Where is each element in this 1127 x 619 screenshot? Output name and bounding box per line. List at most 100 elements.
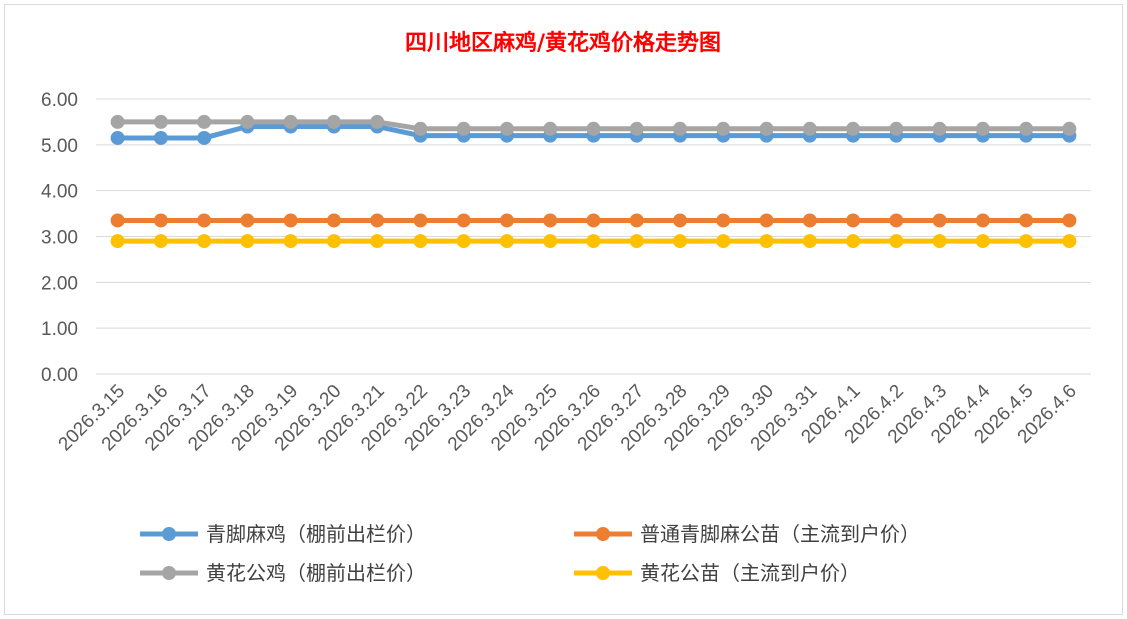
data-point — [197, 130, 212, 145]
gridlines — [96, 98, 1091, 375]
data-point — [802, 234, 817, 249]
data-point — [370, 213, 385, 228]
data-point — [153, 234, 168, 249]
data-point — [673, 213, 688, 228]
data-point — [413, 234, 428, 249]
data-point — [673, 234, 688, 249]
data-point — [716, 213, 731, 228]
data-point — [240, 114, 255, 129]
series-layer — [110, 114, 1077, 249]
data-point — [932, 234, 947, 249]
data-point — [283, 234, 298, 249]
data-point — [846, 121, 861, 136]
data-point — [759, 213, 774, 228]
data-point — [759, 121, 774, 136]
data-point — [759, 234, 774, 249]
data-point — [1019, 213, 1034, 228]
legend-label: 普通青脚麻公苗（主流到户价） — [640, 522, 920, 546]
data-point — [1019, 234, 1034, 249]
data-point — [283, 114, 298, 129]
legend-item: 黄花公苗（主流到户价） — [574, 561, 860, 585]
data-point — [240, 213, 255, 228]
data-point — [975, 234, 990, 249]
data-point — [889, 121, 904, 136]
data-point — [543, 234, 558, 249]
data-point — [543, 213, 558, 228]
y-tick-label: 3.00 — [41, 228, 78, 249]
data-point — [975, 213, 990, 228]
data-point — [413, 213, 428, 228]
data-point — [110, 213, 125, 228]
y-axis-ticks: 0.00 1.00 2.00 3.00 4.00 5.00 6.00 — [41, 90, 78, 386]
y-tick-label: 2.00 — [41, 273, 78, 294]
data-point — [499, 121, 514, 136]
data-point — [586, 121, 601, 136]
data-point — [197, 213, 212, 228]
legend-marker — [162, 527, 176, 541]
chart-frame — [4, 4, 1123, 615]
y-tick-label: 0.00 — [41, 365, 78, 386]
data-point — [110, 130, 125, 145]
data-point — [499, 234, 514, 249]
data-point — [153, 213, 168, 228]
data-point — [413, 121, 428, 136]
y-tick-label: 4.00 — [41, 182, 78, 203]
legend-label: 黄花公苗（主流到户价） — [640, 561, 860, 585]
data-point — [1019, 121, 1034, 136]
legend-item: 青脚麻鸡（棚前出栏价） — [140, 522, 426, 546]
data-point — [543, 121, 558, 136]
legend-marker — [596, 527, 610, 541]
data-point — [629, 234, 644, 249]
data-point — [197, 114, 212, 129]
series-1 — [110, 213, 1077, 228]
data-point — [326, 234, 341, 249]
data-point — [499, 213, 514, 228]
data-point — [283, 213, 298, 228]
data-point — [240, 234, 255, 249]
data-point — [846, 234, 861, 249]
chart-title: 四川地区麻鸡/黄花鸡价格走势图 — [405, 30, 721, 56]
data-point — [1062, 213, 1077, 228]
data-point — [802, 121, 817, 136]
legend: 青脚麻鸡（棚前出栏价） 普通青脚麻公苗（主流到户价） 黄花公鸡（棚前出栏价） 黄花公苗… — [140, 522, 920, 585]
y-tick-label: 1.00 — [41, 319, 78, 340]
data-point — [846, 213, 861, 228]
data-point — [802, 213, 817, 228]
data-point — [326, 213, 341, 228]
data-point — [1062, 234, 1077, 249]
legend-label: 黄花公鸡（棚前出栏价） — [206, 561, 426, 585]
series-3 — [110, 234, 1077, 249]
data-point — [326, 114, 341, 129]
data-point — [975, 121, 990, 136]
data-point — [456, 234, 471, 249]
data-point — [586, 234, 601, 249]
legend-label: 青脚麻鸡（棚前出栏价） — [206, 522, 426, 546]
data-point — [110, 114, 125, 129]
data-point — [586, 213, 601, 228]
legend-marker — [596, 566, 610, 580]
data-point — [673, 121, 688, 136]
data-point — [456, 213, 471, 228]
data-point — [456, 121, 471, 136]
data-point — [716, 121, 731, 136]
data-point — [716, 234, 731, 249]
data-point — [1062, 121, 1077, 136]
data-point — [629, 213, 644, 228]
data-point — [932, 121, 947, 136]
data-point — [197, 234, 212, 249]
series-2 — [110, 114, 1077, 136]
data-point — [153, 130, 168, 145]
data-point — [370, 114, 385, 129]
data-point — [889, 234, 904, 249]
legend-marker — [162, 566, 176, 580]
y-tick-label: 5.00 — [41, 136, 78, 157]
data-point — [153, 114, 168, 129]
legend-item: 普通青脚麻公苗（主流到户价） — [574, 522, 920, 546]
legend-item: 黄花公鸡（棚前出栏价） — [140, 561, 426, 585]
data-point — [932, 213, 947, 228]
data-point — [110, 234, 125, 249]
data-point — [889, 213, 904, 228]
y-tick-label: 6.00 — [41, 90, 78, 111]
data-point — [370, 234, 385, 249]
